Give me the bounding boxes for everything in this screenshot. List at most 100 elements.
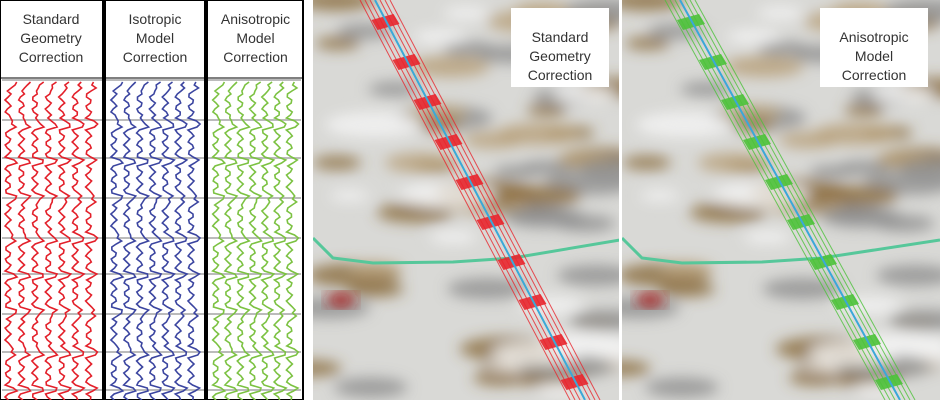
wiggle-trace (122, 81, 138, 400)
well-trace (359, 0, 571, 400)
label-line: Anisotropic (839, 29, 909, 45)
texture-blob (346, 281, 404, 298)
texture-blob (324, 111, 424, 138)
texture-blob (726, 28, 781, 45)
well-path (679, 0, 901, 400)
texture-blob (622, 155, 672, 170)
texture-blob (329, 189, 370, 202)
label-line: Model (854, 48, 894, 64)
wiggle-trace (57, 81, 73, 400)
wiggle-trace (148, 81, 163, 400)
red-spot (327, 293, 355, 307)
texture-blob (412, 28, 467, 45)
wiggle-trace (211, 81, 227, 400)
texture-blob (639, 189, 680, 202)
texture-blob (577, 158, 620, 180)
well-trace (664, 0, 886, 400)
texture-blob (315, 36, 361, 50)
texture-blob (368, 81, 422, 97)
texture-blob (526, 104, 567, 117)
separator (204, 78, 208, 400)
well-trace (684, 0, 906, 400)
wiggle-trace (260, 81, 276, 400)
texture-blob (347, 262, 403, 278)
header-line: Model (135, 30, 175, 46)
texture-blob (871, 85, 934, 103)
texture-blob (622, 360, 651, 377)
well-trace (379, 0, 591, 400)
column-header: Anisotropic Model Correction (208, 10, 303, 67)
texture-blob (333, 377, 408, 398)
wiggle-trace (236, 81, 251, 400)
texture-blob (376, 202, 454, 223)
texture-blob (496, 122, 581, 146)
label-line: Geometry (529, 48, 591, 64)
panel-label: Anisotropic Model Correction (820, 8, 928, 87)
texture-blob (762, 278, 843, 300)
wiggle-trace (160, 81, 176, 400)
texture-blob (313, 0, 375, 11)
wiggle-trace (223, 81, 239, 400)
texture-blob (472, 370, 525, 386)
well-trace (689, 0, 911, 400)
header-line: Isotropic (128, 11, 182, 27)
texture-blob (624, 36, 671, 50)
header-line: Standard (22, 11, 80, 27)
texture-blob (757, 41, 811, 57)
texture-blob (697, 153, 768, 173)
wiggle-trace (248, 81, 263, 400)
texture-blob (568, 309, 620, 332)
texture-blob (442, 41, 496, 57)
well-trace (389, 0, 601, 400)
wiggle-trace (30, 81, 46, 400)
texture-blob (680, 81, 733, 97)
column-header: Isotropic Model Correction (106, 10, 204, 67)
header-line: Geometry (20, 30, 82, 46)
well-trace (694, 0, 916, 400)
texture-blob (313, 296, 371, 319)
horizon (622, 236, 940, 265)
texture-blob (644, 377, 719, 398)
texture-blob (552, 85, 616, 103)
texture-blob (757, 6, 804, 20)
texture-blob (622, 296, 680, 319)
texture-blob (843, 104, 885, 117)
wiggle-trace (109, 81, 125, 400)
texture-blob (809, 165, 855, 179)
red-spot (636, 293, 664, 307)
seismic-panel (622, 0, 940, 400)
wiggle-trace (17, 81, 32, 400)
header-line: Model (236, 30, 275, 46)
texture-blob (873, 215, 935, 232)
texture-blob (743, 230, 792, 245)
label-line: Standard (531, 29, 589, 45)
texture-blob (689, 202, 767, 223)
texture-blob (491, 341, 583, 366)
wiggle-trace (3, 81, 19, 400)
wiggle-trace (173, 81, 189, 400)
texture-blob (888, 309, 940, 332)
texture-blob (313, 155, 362, 170)
wiggle-trace (284, 81, 300, 400)
texture-blob (724, 55, 804, 78)
column-header: Standard Geometry Correction (0, 10, 102, 67)
texture-blob (493, 165, 538, 179)
label-line: Correction (527, 67, 593, 83)
horizon (313, 236, 620, 265)
wiggle-trace (135, 81, 151, 400)
texture-blob (712, 182, 811, 208)
header-line: Anisotropic (220, 11, 291, 27)
texture-blob (557, 264, 620, 286)
texture-blob (813, 122, 898, 146)
texture-blob (657, 281, 716, 298)
texture-blob (554, 215, 616, 232)
separator (102, 78, 106, 400)
texture-blob (635, 111, 735, 138)
texture-blob (313, 360, 342, 377)
well-trace (384, 0, 596, 400)
texture-blob (788, 370, 841, 386)
texture-blob (733, 119, 774, 132)
wiggle-trace (70, 81, 86, 400)
texture-blob (897, 158, 940, 180)
